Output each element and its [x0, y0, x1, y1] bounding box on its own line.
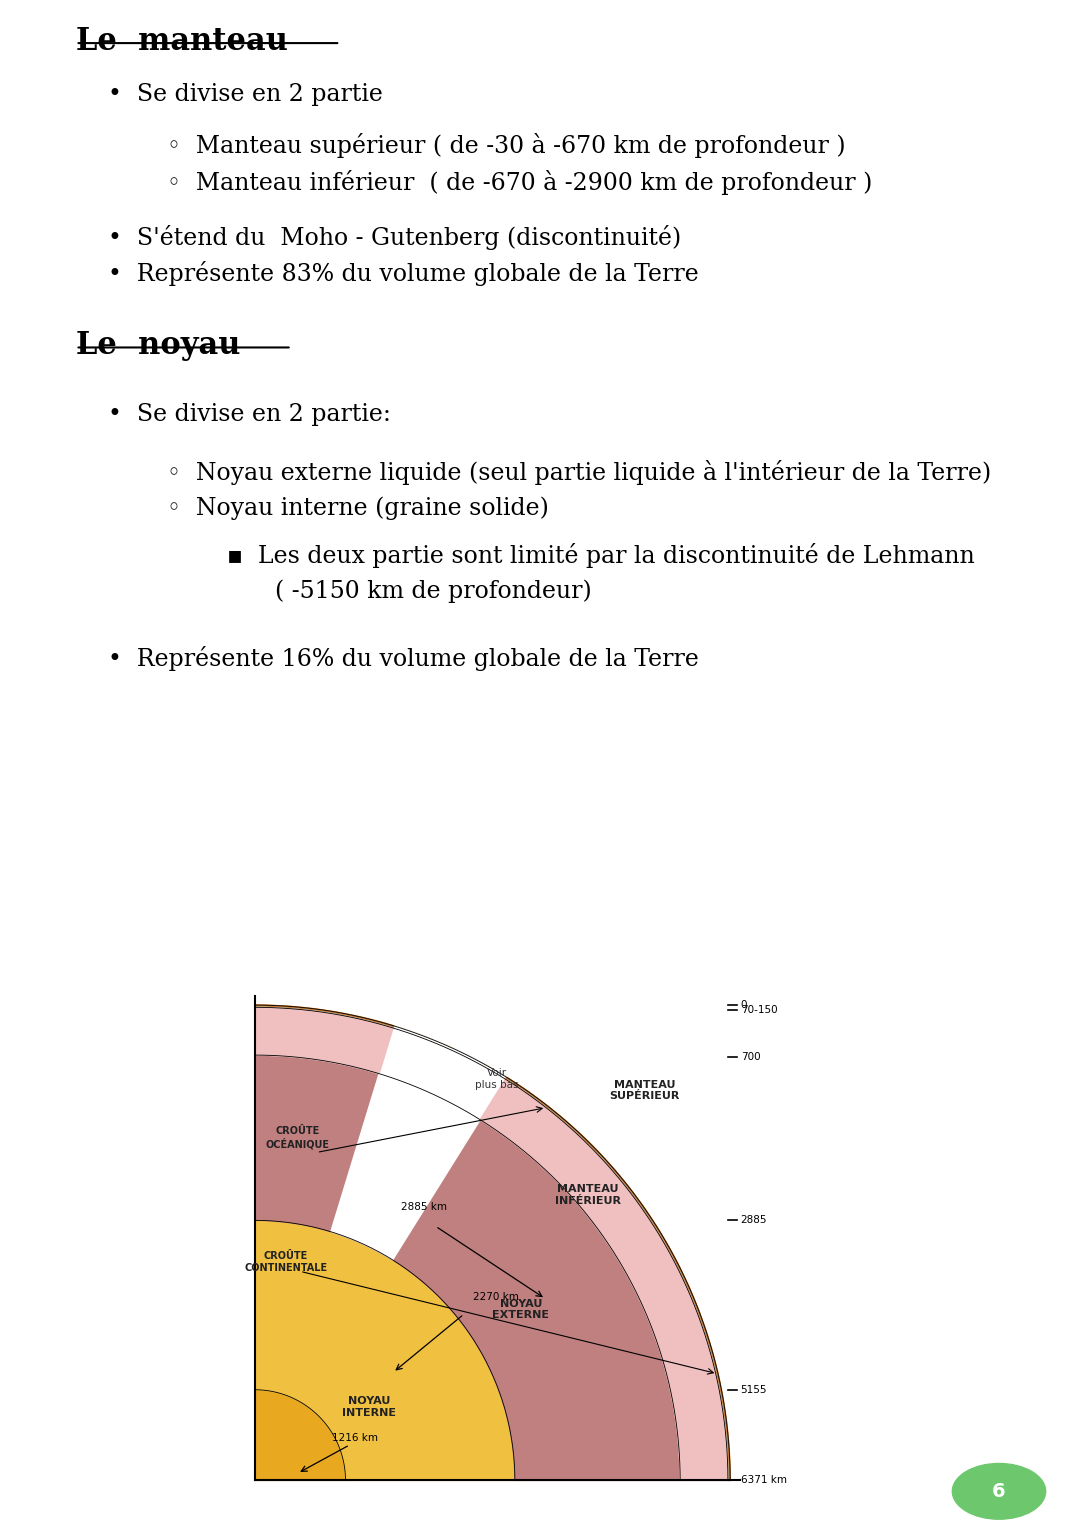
Text: 70-150: 70-150: [741, 1005, 778, 1015]
Text: MANTEAU
INFÉRIEUR: MANTEAU INFÉRIEUR: [554, 1184, 621, 1206]
Text: MANTEAU
SUPÉRIEUR: MANTEAU SUPÉRIEUR: [609, 1080, 679, 1102]
Text: 6: 6: [993, 1482, 1005, 1500]
Text: CROÛTE
OCÉANIQUE: CROÛTE OCÉANIQUE: [266, 1126, 329, 1151]
Wedge shape: [255, 1221, 515, 1481]
Wedge shape: [255, 1005, 729, 1481]
Text: NOYAU
EXTERNE: NOYAU EXTERNE: [492, 1299, 550, 1320]
Wedge shape: [255, 1390, 346, 1481]
Wedge shape: [505, 1077, 729, 1481]
Text: 5155: 5155: [741, 1384, 767, 1395]
Text: 1216 km: 1216 km: [332, 1433, 378, 1442]
Circle shape: [953, 1464, 1045, 1519]
Polygon shape: [330, 1025, 507, 1261]
Text: ◦  Manteau inférieur  ( de -670 à -2900 km de profondeur ): ◦ Manteau inférieur ( de -670 à -2900 km…: [167, 170, 873, 194]
Text: 2270 km: 2270 km: [473, 1293, 519, 1302]
Text: ◦  Noyau interne (graine solide): ◦ Noyau interne (graine solide): [167, 497, 550, 521]
Text: ( -5150 km de profondeur): ( -5150 km de profondeur): [275, 579, 592, 604]
Text: Voir
plus bas: Voir plus bas: [475, 1068, 519, 1089]
Text: 700: 700: [741, 1053, 760, 1062]
Wedge shape: [255, 1007, 728, 1481]
Text: Le  manteau: Le manteau: [76, 26, 287, 57]
Wedge shape: [255, 1007, 393, 1074]
Text: ◦  Noyau externe liquide (seul partie liquide à l'intérieur de la Terre): ◦ Noyau externe liquide (seul partie liq…: [167, 460, 991, 486]
Text: CROÛTE
CONTINENTALE: CROÛTE CONTINENTALE: [244, 1251, 327, 1273]
Text: 2885: 2885: [741, 1215, 767, 1225]
Wedge shape: [255, 1054, 680, 1481]
Text: 2885 km: 2885 km: [401, 1203, 446, 1212]
Wedge shape: [481, 1079, 728, 1481]
Text: •  S'étend du  Moho - Gutenberg (discontinuité): • S'étend du Moho - Gutenberg (discontin…: [108, 225, 681, 249]
Wedge shape: [255, 1005, 394, 1027]
Wedge shape: [255, 1005, 730, 1481]
Text: •  Représente 16% du volume globale de la Terre: • Représente 16% du volume globale de la…: [108, 646, 699, 671]
Text: NOYAU
INTERNE: NOYAU INTERNE: [342, 1397, 396, 1418]
Text: 6371 km: 6371 km: [741, 1476, 786, 1485]
Wedge shape: [507, 1077, 730, 1481]
Text: Le  noyau: Le noyau: [76, 330, 240, 361]
Text: •  Représente 83% du volume globale de la Terre: • Représente 83% du volume globale de la…: [108, 261, 699, 286]
Text: •  Se divise en 2 partie: • Se divise en 2 partie: [108, 83, 383, 105]
Text: 0: 0: [741, 1001, 747, 1010]
Text: ▪  Les deux partie sont limité par la discontinuité de Lehmann: ▪ Les deux partie sont limité par la dis…: [227, 542, 974, 568]
Text: ◦  Manteau supérieur ( de -30 à -670 km de profondeur ): ◦ Manteau supérieur ( de -30 à -670 km d…: [167, 133, 846, 157]
Text: •  Se divise en 2 partie:: • Se divise en 2 partie:: [108, 403, 391, 426]
Wedge shape: [255, 1005, 393, 1028]
